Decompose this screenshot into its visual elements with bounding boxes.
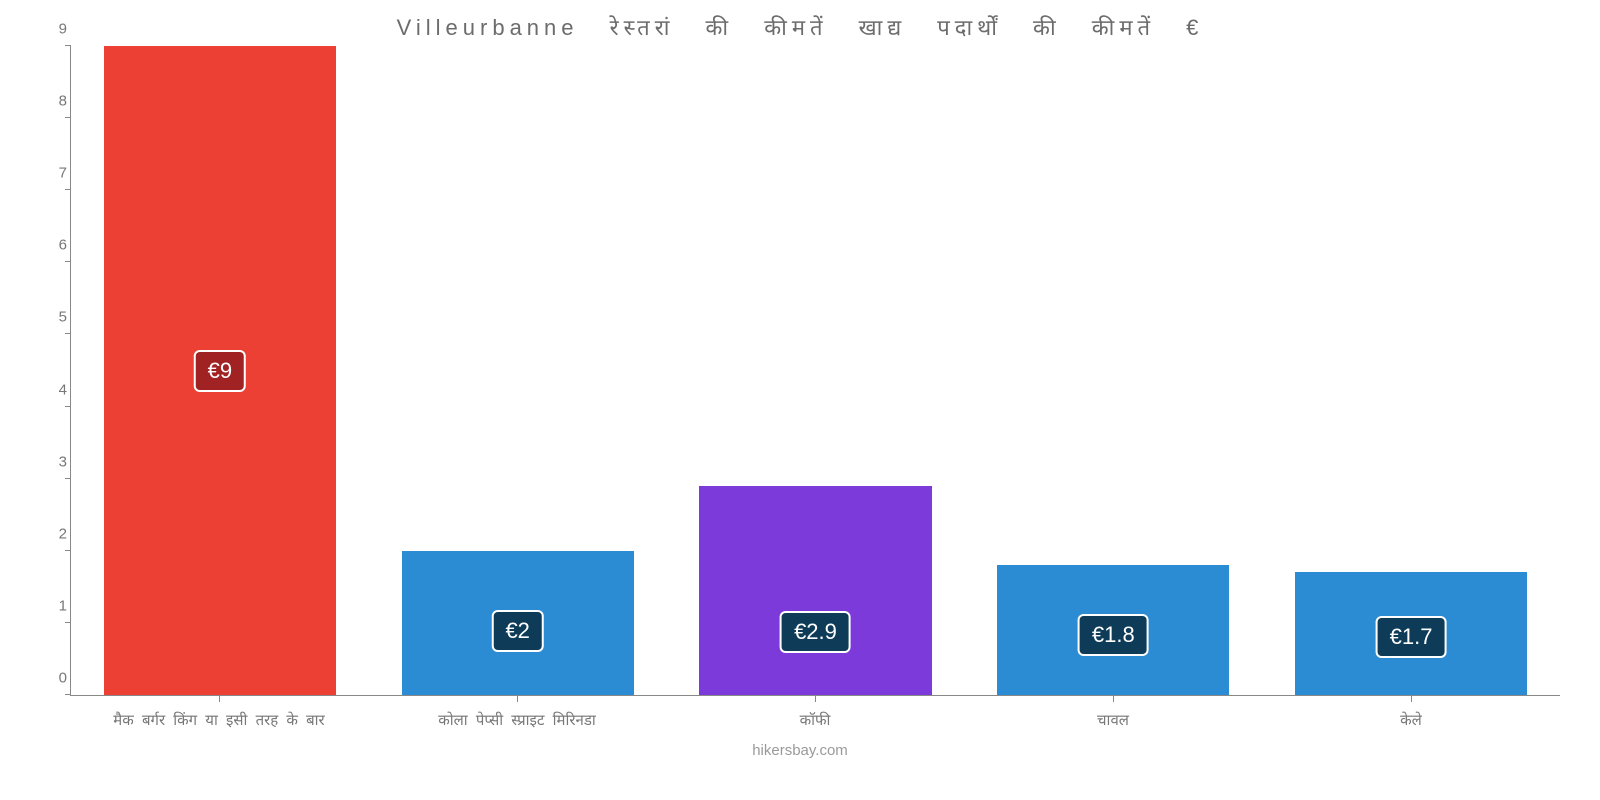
y-tick-mark (65, 333, 71, 334)
y-tick-label: 5 (41, 309, 67, 326)
y-tick-mark (65, 189, 71, 190)
x-tick-label: मैक बर्गर किंग या इसी तरह के बार (70, 702, 368, 736)
bar: €1.7 (1295, 572, 1527, 695)
chart-title: Villeurbanne रेस्तरां की कीमतें खाद्य पद… (30, 12, 1570, 42)
bars-container: €9 €2 €2.9 €1.8 €1.7 (71, 46, 1560, 695)
value-badge: €2 (491, 610, 543, 652)
y-tick-mark (65, 45, 71, 46)
x-tick-label: कॉफी (666, 702, 964, 736)
y-tick-mark (65, 117, 71, 118)
y-tick-label: 0 (41, 670, 67, 687)
y-tick-label: 8 (41, 93, 67, 110)
y-tick-label: 3 (41, 453, 67, 470)
bar: €2 (402, 551, 634, 695)
y-tick-mark (65, 406, 71, 407)
y-tick-mark (65, 261, 71, 262)
bar-slot: €1.7 (1262, 46, 1560, 695)
y-tick-mark (65, 694, 71, 695)
x-tick-label: चावल (964, 702, 1262, 736)
watermark: hikersbay.com (30, 742, 1570, 759)
bar: €1.8 (997, 565, 1229, 695)
bar-slot: €2 (369, 46, 667, 695)
y-tick-mark (65, 550, 71, 551)
plot-region: €9€2€2.9€1.8€1.7 0123456789 (70, 46, 1560, 696)
value-badge: €9 (194, 350, 246, 392)
x-tick-mark (219, 696, 220, 702)
x-axis-labels: मैक बर्गर किंग या इसी तरह के बारकोला पेप… (70, 702, 1560, 736)
value-badge: €1.7 (1376, 616, 1447, 658)
bar-slot: €1.8 (964, 46, 1262, 695)
bar: €2.9 (699, 486, 931, 695)
x-tick-label: कोला पेप्सी स्प्राइट मिरिनडा (368, 702, 666, 736)
chart-area: €9€2€2.9€1.8€1.7 0123456789 मैक बर्गर कि… (30, 46, 1570, 736)
value-badge: €1.8 (1078, 614, 1149, 656)
y-tick-label: 7 (41, 165, 67, 182)
bar-slot: €2.9 (667, 46, 965, 695)
x-tick-mark (815, 696, 816, 702)
y-tick-mark (65, 478, 71, 479)
y-tick-label: 2 (41, 525, 67, 542)
bar-slot: €9 (71, 46, 369, 695)
y-tick-label: 6 (41, 237, 67, 254)
x-tick-mark (517, 696, 518, 702)
y-tick-label: 4 (41, 381, 67, 398)
y-tick-label: 1 (41, 597, 67, 614)
x-tick-mark (1113, 696, 1114, 702)
x-tick-mark (1411, 696, 1412, 702)
bar: €9 (104, 46, 336, 695)
x-tick-label: केले (1262, 702, 1560, 736)
y-tick-label: 9 (41, 21, 67, 38)
y-tick-mark (65, 622, 71, 623)
value-badge: €2.9 (780, 611, 851, 653)
